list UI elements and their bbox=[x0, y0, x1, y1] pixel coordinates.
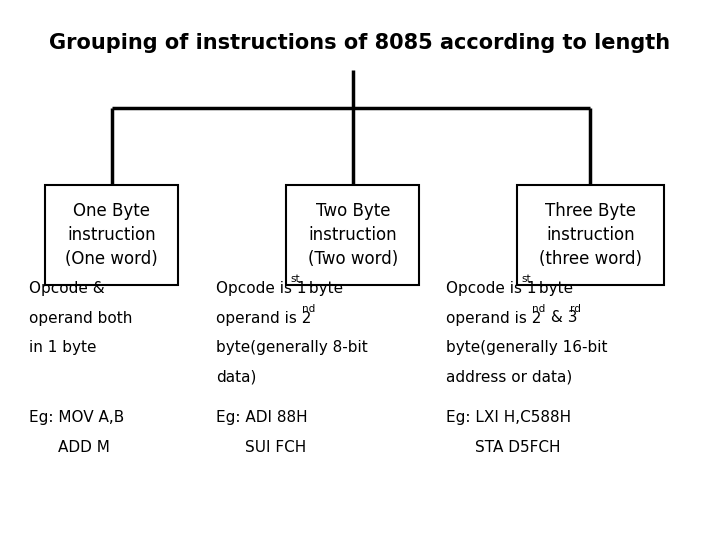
Text: data): data) bbox=[216, 370, 256, 385]
Text: ADD M: ADD M bbox=[58, 440, 109, 455]
Text: st: st bbox=[291, 274, 300, 285]
Text: Eg: ADI 88H: Eg: ADI 88H bbox=[216, 410, 307, 426]
Text: byte: byte bbox=[534, 281, 573, 296]
Text: address or data): address or data) bbox=[446, 370, 572, 385]
Text: SUI FCH: SUI FCH bbox=[245, 440, 306, 455]
Text: Opcode &: Opcode & bbox=[29, 281, 104, 296]
Text: operand is 2: operand is 2 bbox=[216, 310, 311, 326]
Text: st: st bbox=[521, 274, 531, 285]
Text: Opcode is 1: Opcode is 1 bbox=[446, 281, 537, 296]
Text: One Byte
instruction
(One word): One Byte instruction (One word) bbox=[66, 202, 158, 267]
Text: in 1 byte: in 1 byte bbox=[29, 340, 96, 355]
Text: STA D5FCH: STA D5FCH bbox=[475, 440, 561, 455]
Text: Three Byte
instruction
(three word): Three Byte instruction (three word) bbox=[539, 202, 642, 267]
Text: rd: rd bbox=[570, 304, 581, 314]
Text: byte: byte bbox=[304, 281, 343, 296]
FancyBboxPatch shape bbox=[516, 185, 664, 285]
Text: Two Byte
instruction
(Two word): Two Byte instruction (Two word) bbox=[307, 202, 398, 267]
Text: nd: nd bbox=[532, 304, 545, 314]
FancyBboxPatch shape bbox=[45, 185, 179, 285]
Text: Eg: LXI H,C588H: Eg: LXI H,C588H bbox=[446, 410, 572, 426]
FancyBboxPatch shape bbox=[287, 185, 419, 285]
Text: byte(generally 8-bit: byte(generally 8-bit bbox=[216, 340, 368, 355]
Text: Eg: MOV A,B: Eg: MOV A,B bbox=[29, 410, 124, 426]
Text: nd: nd bbox=[302, 304, 315, 314]
Text: byte(generally 16-bit: byte(generally 16-bit bbox=[446, 340, 608, 355]
Text: Grouping of instructions of 8085 according to length: Grouping of instructions of 8085 accordi… bbox=[50, 33, 670, 53]
Text: & 3: & 3 bbox=[546, 310, 577, 326]
Text: operand is 2: operand is 2 bbox=[446, 310, 541, 326]
Text: Opcode is 1: Opcode is 1 bbox=[216, 281, 307, 296]
Text: operand both: operand both bbox=[29, 310, 132, 326]
